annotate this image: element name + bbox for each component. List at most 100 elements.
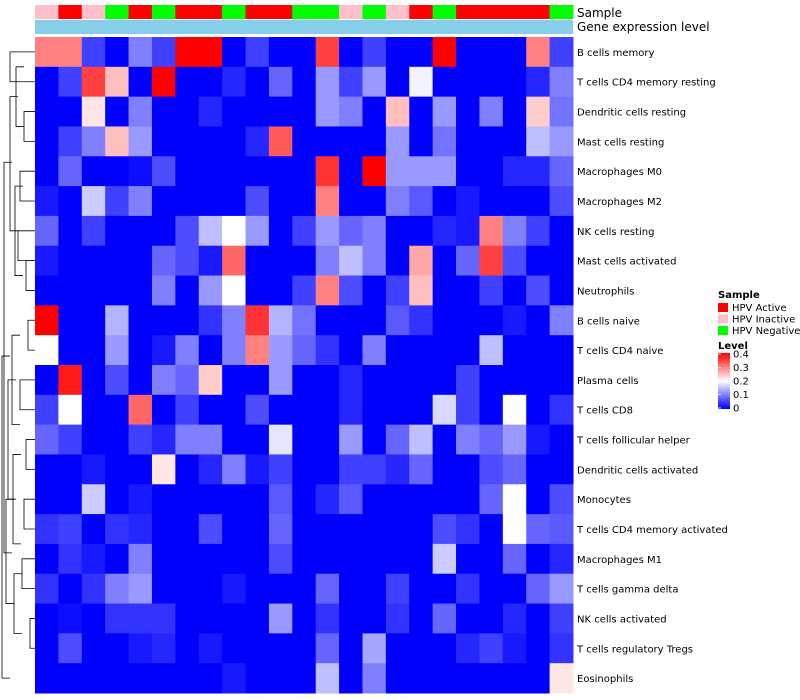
heatmap-cell — [479, 365, 504, 396]
heatmap-cell — [339, 543, 363, 575]
heatmap-cell — [502, 424, 527, 455]
sample-annotation-cell — [362, 5, 387, 19]
heatmap-cell — [198, 603, 223, 634]
heatmap-cell — [105, 37, 130, 68]
heatmap-cell — [409, 37, 434, 68]
heatmap-cell — [502, 365, 527, 396]
heatmap-cell — [245, 424, 270, 455]
heatmap-cell — [292, 156, 317, 187]
level-tick-label: 0.2 — [733, 377, 749, 388]
row-label: Macrophages M2 — [577, 197, 662, 208]
heatmap-cell — [456, 156, 480, 187]
heatmap-cell — [479, 573, 504, 605]
row-label: T cells gamma delta — [576, 585, 678, 596]
heatmap-cell — [268, 424, 293, 455]
heatmap-cell — [385, 37, 410, 68]
heatmap-cell — [479, 126, 504, 157]
heatmap-cell — [432, 663, 457, 694]
heatmap-cell — [456, 126, 480, 157]
row-labels: B cells memory T cells CD4 memory resting… — [576, 48, 728, 685]
heatmap-cell — [128, 424, 153, 455]
heatmap-cell — [339, 186, 363, 217]
heatmap-cell — [339, 633, 363, 664]
heatmap-cell — [128, 275, 153, 306]
heatmap-cell — [549, 37, 574, 68]
row-label: T cells regulatory Tregs — [576, 644, 693, 655]
heatmap-cell — [502, 633, 527, 664]
heatmap-cell — [81, 156, 106, 187]
heatmap-cell — [315, 603, 340, 634]
heatmap-cell — [222, 394, 247, 426]
heatmap-cell — [362, 484, 387, 515]
heatmap-cell — [315, 66, 340, 98]
heatmap-cell — [175, 186, 200, 217]
heatmap-cell — [315, 245, 340, 277]
heatmap-cell — [362, 394, 387, 426]
heatmap-cell — [198, 215, 223, 247]
heatmap-cell — [35, 335, 59, 366]
heatmap-cell — [502, 394, 527, 426]
heatmap-cell — [175, 514, 200, 545]
heatmap-cell — [315, 543, 340, 575]
heatmap-cell — [432, 543, 457, 575]
heatmap-cell — [105, 156, 130, 187]
dendrogram-branch — [27, 319, 35, 351]
heatmap-cell — [245, 215, 270, 247]
heatmap-cell — [362, 543, 387, 575]
heatmap-cell — [222, 454, 247, 485]
heatmap-cell — [456, 215, 480, 247]
heatmap-cell — [198, 365, 223, 396]
heatmap-cell — [81, 305, 106, 336]
heatmap-cell — [58, 66, 83, 98]
heatmap-cell — [268, 126, 293, 157]
heatmap-cell — [35, 663, 59, 694]
legend-sample-title: Sample — [718, 290, 760, 301]
heatmap-cell — [526, 96, 551, 127]
heatmap-cell — [128, 335, 153, 366]
heatmap-cell — [81, 186, 106, 217]
heatmap-cell — [456, 245, 480, 277]
heatmap-cell — [128, 156, 153, 187]
heatmap-cell — [315, 275, 340, 306]
heatmap-cell — [198, 245, 223, 277]
heatmap-cell — [479, 305, 504, 336]
heatmap-cell — [198, 335, 223, 366]
heatmap-cell — [292, 126, 317, 157]
heatmap-cell — [456, 66, 480, 98]
heatmap-cell — [58, 394, 83, 426]
sample-annotation-cell — [268, 5, 293, 19]
heatmap-cell — [292, 573, 317, 605]
heatmap-cell — [549, 603, 574, 634]
heatmap-cell — [222, 543, 247, 575]
heatmap-cell — [526, 633, 551, 664]
heatmap-cell — [456, 543, 480, 575]
heatmap-cell — [315, 156, 340, 187]
heatmap-cell — [151, 633, 176, 664]
heatmap-cell — [432, 37, 457, 68]
heatmap-cell — [385, 603, 410, 634]
heatmap-cell — [81, 603, 106, 634]
heatmap-cell — [245, 96, 270, 127]
heatmap-cell — [502, 335, 527, 366]
level-tick-labels: 0.4 0.3 0.2 0.1 0 — [718, 350, 749, 415]
heatmap-cell — [105, 365, 130, 396]
heatmap-cell — [456, 96, 480, 127]
heatmap-cell — [175, 424, 200, 455]
heatmap-cell — [105, 245, 130, 277]
heatmap-cell — [362, 424, 387, 455]
heatmap-cell — [128, 365, 153, 396]
heatmap-cell — [385, 156, 410, 187]
heatmap-cell — [81, 633, 106, 664]
heatmap-cell — [268, 156, 293, 187]
level-tick-label: 0.3 — [733, 363, 749, 374]
heatmap-cell — [128, 96, 153, 127]
heatmap-cell — [549, 573, 574, 605]
heatmap-cell — [292, 305, 317, 336]
heatmap-cell — [198, 424, 223, 455]
heatmap-cell — [315, 424, 340, 455]
heatmap-cell — [479, 335, 504, 366]
heatmap-cell — [339, 335, 363, 366]
sample-annotation-cell — [456, 5, 480, 19]
heatmap-cell — [35, 275, 59, 306]
